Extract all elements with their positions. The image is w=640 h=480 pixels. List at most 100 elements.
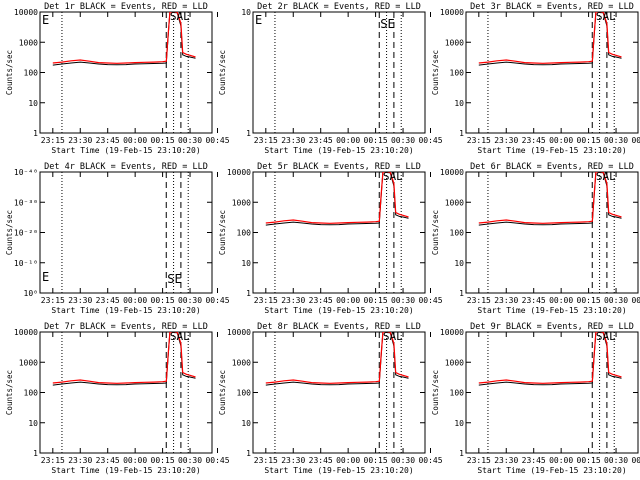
x-tick-label: 00:15 — [577, 296, 601, 305]
plot-frame — [465, 171, 639, 294]
annotation-se: SE — [380, 17, 394, 31]
x-tick-label: 00:45 — [631, 456, 640, 465]
y-tick-label: 10000 — [14, 8, 38, 17]
x-tick-label: 00:00 — [549, 296, 573, 305]
x-tick-label: 23:30 — [281, 456, 305, 465]
x-tick-label: 23:45 — [96, 296, 120, 305]
x-tick-label: 00:30 — [604, 456, 628, 465]
panel-title: Det 9r BLACK = Events, RED = LLD — [470, 322, 634, 332]
x-tick-label: 23:30 — [494, 456, 518, 465]
x-tick-label: 00:00 — [123, 456, 147, 465]
y-tick-label: 10000 — [14, 328, 38, 337]
x-axis-label: Start Time (19-Feb-15 23:10:20) — [264, 146, 413, 155]
y-tick-label: 1000 — [445, 358, 464, 367]
x-axis-label: Start Time (19-Feb-15 23:10:20) — [477, 466, 626, 475]
x-tick-label: 23:15 — [467, 296, 491, 305]
y-tick-label: 10 — [28, 419, 38, 428]
annotation-sal: SAL — [170, 330, 190, 343]
y-tick-label: 1 — [33, 449, 38, 458]
y-tick-label: 10 — [454, 259, 464, 268]
y-axis-label: Counts/sec — [218, 210, 227, 255]
y-tick-label: 1 — [246, 129, 251, 138]
y-axis-label: Counts/sec — [5, 370, 14, 415]
x-tick-label: 00:15 — [577, 456, 601, 465]
plot-frame — [252, 171, 426, 294]
y-tick-label: 1000 — [19, 358, 38, 367]
x-tick-label: 00:45 — [418, 456, 442, 465]
y-axis-label: Counts/sec — [431, 370, 440, 415]
panel-7: Det 7r BLACK = Events, RED = LLD 1 10 100 10… — [5, 322, 230, 475]
y-tick-label: 10 — [28, 99, 38, 108]
panel-title: Det 5r BLACK = Events, RED = LLD — [257, 162, 421, 172]
x-tick-label: 23:15 — [254, 456, 278, 465]
x-tick-label: 23:15 — [467, 456, 491, 465]
x-tick-label: 23:15 — [41, 296, 65, 305]
y-tick-label: 10⁰ — [24, 289, 38, 298]
x-tick-label: 23:45 — [522, 296, 546, 305]
y-tick-label: 1000 — [232, 358, 251, 367]
lld-series-line — [478, 12, 622, 64]
panel-6: Det 6r BLACK = Events, RED = LLD 1 10 100 10… — [431, 162, 640, 315]
panel-2: Det 2r BLACK = Events, RED = LLD 1 10 Count… — [218, 2, 443, 155]
x-tick-label: 23:45 — [522, 136, 546, 145]
y-tick-label: 10⁻³⁰ — [14, 198, 38, 207]
panel-8: Det 8r BLACK = Events, RED = LLD 1 10 100 10… — [218, 322, 443, 475]
x-tick-label: 23:30 — [494, 296, 518, 305]
lld-series-line — [52, 332, 196, 384]
annotation-e: E — [42, 13, 49, 27]
annotation-sal: SAL — [383, 170, 403, 183]
annotation-sal: SAL — [383, 330, 403, 343]
x-tick-label: 00:00 — [123, 296, 147, 305]
lld-series-line — [265, 172, 409, 224]
x-tick-label: 00:00 — [123, 136, 147, 145]
x-tick-label: 00:00 — [336, 136, 360, 145]
x-tick-label: 00:30 — [604, 296, 628, 305]
plot-frame — [39, 171, 213, 294]
y-tick-label: 1 — [33, 129, 38, 138]
x-tick-label: 23:30 — [281, 296, 305, 305]
lld-series-line — [478, 172, 622, 224]
x-axis-label: Start Time (19-Feb-15 23:10:20) — [477, 306, 626, 315]
x-tick-label: 00:30 — [178, 456, 202, 465]
x-axis-label: Start Time (19-Feb-15 23:10:20) — [264, 306, 413, 315]
x-tick-label: 00:15 — [364, 136, 388, 145]
y-tick-label: 1000 — [232, 198, 251, 207]
x-tick-label: 00:45 — [205, 296, 229, 305]
x-axis-label: Start Time (19-Feb-15 23:10:20) — [51, 146, 200, 155]
y-tick-label: 100 — [450, 389, 465, 398]
y-tick-label: 1 — [459, 289, 464, 298]
plot-frame — [465, 11, 639, 134]
y-tick-label: 10 — [241, 419, 251, 428]
x-tick-label: 00:00 — [336, 296, 360, 305]
x-tick-label: 00:30 — [178, 296, 202, 305]
panel-5: Det 5r BLACK = Events, RED = LLD 1 10 100 10… — [218, 162, 443, 315]
x-tick-label: 00:45 — [418, 296, 442, 305]
x-tick-label: 00:15 — [364, 456, 388, 465]
panel-title: Det 2r BLACK = Events, RED = LLD — [257, 2, 421, 12]
y-tick-label: 1 — [459, 449, 464, 458]
x-tick-label: 23:30 — [68, 296, 92, 305]
x-tick-label: 00:15 — [577, 136, 601, 145]
x-tick-label: 00:45 — [418, 136, 442, 145]
y-tick-label: 10000 — [440, 328, 464, 337]
y-tick-label: 10 — [454, 419, 464, 428]
y-tick-label: 10000 — [440, 8, 464, 17]
x-tick-label: 23:15 — [254, 296, 278, 305]
annotation-sal: SAL — [170, 10, 190, 23]
y-tick-label: 10000 — [227, 328, 251, 337]
x-tick-label: 23:45 — [309, 456, 333, 465]
x-tick-label: 00:15 — [151, 296, 175, 305]
y-axis-label: Counts/sec — [431, 50, 440, 95]
y-tick-label: 100 — [237, 389, 252, 398]
y-tick-label: 1000 — [445, 198, 464, 207]
y-tick-label: 100 — [237, 229, 252, 238]
y-tick-label: 100 — [450, 69, 465, 78]
y-tick-label: 100 — [450, 229, 465, 238]
x-tick-label: 23:15 — [41, 456, 65, 465]
plot-frame — [39, 11, 213, 134]
lld-series-line — [478, 332, 622, 384]
y-tick-label: 10000 — [440, 168, 464, 177]
panel-title: Det 6r BLACK = Events, RED = LLD — [470, 162, 634, 172]
plot-frame — [252, 11, 426, 134]
